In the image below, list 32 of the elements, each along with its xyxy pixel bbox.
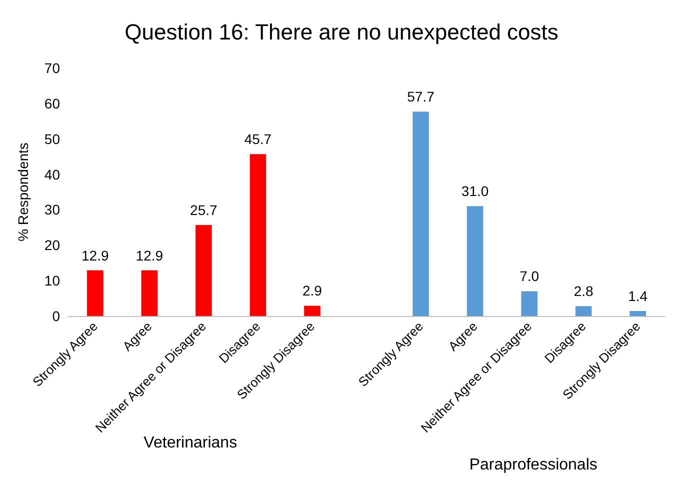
bar — [304, 306, 320, 316]
chart-title: Question 16: There are no unexpected costs — [124, 20, 558, 44]
data-label: 2.8 — [574, 283, 594, 300]
bar — [575, 306, 592, 316]
data-label: 7.0 — [520, 268, 540, 284]
data-label: 12.9 — [82, 247, 109, 264]
data-label: 45.7 — [244, 131, 272, 148]
y-tick-label: 0 — [52, 308, 60, 324]
bar — [630, 311, 646, 316]
y-tick-label: 40 — [44, 166, 60, 182]
data-label: 12.9 — [136, 247, 164, 264]
bar — [250, 154, 266, 316]
text: Paraprofessionals — [469, 456, 598, 474]
y-tick-label: 60 — [44, 95, 60, 112]
data-label: 57.7 — [407, 88, 435, 105]
data-label: 1.4 — [628, 288, 648, 304]
bar — [141, 270, 158, 316]
y-axis-title: % Respondents — [15, 142, 31, 242]
bar — [521, 291, 538, 316]
bar — [466, 206, 484, 316]
y-tick-label: 10 — [44, 272, 60, 289]
text: Veterinarians — [144, 434, 238, 452]
bar — [86, 270, 104, 316]
y-tick-label: 20 — [44, 237, 60, 254]
data-label: 2.9 — [302, 282, 322, 299]
y-tick-label: 70 — [44, 60, 60, 76]
bar — [412, 112, 429, 316]
y-tick-label: 50 — [44, 130, 60, 147]
bar — [196, 224, 212, 316]
y-tick-label: 30 — [44, 202, 60, 218]
data-label: 25.7 — [190, 202, 218, 218]
data-label: 31.0 — [461, 183, 489, 200]
